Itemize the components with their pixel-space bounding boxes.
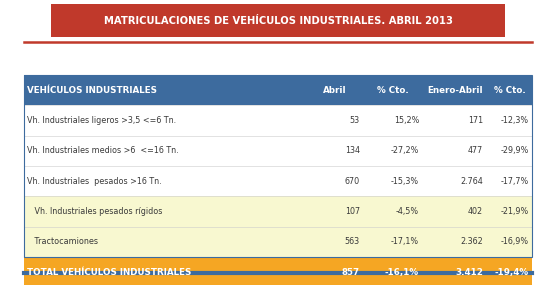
Text: 134: 134 <box>345 146 360 155</box>
FancyBboxPatch shape <box>23 105 533 136</box>
FancyBboxPatch shape <box>23 227 533 257</box>
Text: -15,3%: -15,3% <box>391 176 419 186</box>
FancyBboxPatch shape <box>23 257 533 286</box>
Text: 107: 107 <box>345 207 360 216</box>
Text: 477: 477 <box>468 146 483 155</box>
Text: 563: 563 <box>345 237 360 246</box>
Text: 402: 402 <box>468 207 483 216</box>
Text: 53: 53 <box>350 116 360 125</box>
Text: -16,1%: -16,1% <box>385 267 419 277</box>
Text: MATRICULACIONES DE VEHÍCULOS INDUSTRIALES. ABRIL 2013: MATRICULACIONES DE VEHÍCULOS INDUSTRIALE… <box>103 15 453 25</box>
Text: 171: 171 <box>468 116 483 125</box>
Text: 2.362: 2.362 <box>460 237 483 246</box>
Text: VEHÍCULOS INDUSTRIALES: VEHÍCULOS INDUSTRIALES <box>27 86 157 95</box>
FancyBboxPatch shape <box>23 166 533 196</box>
Text: -19,4%: -19,4% <box>494 267 529 277</box>
Text: % Cto.: % Cto. <box>378 86 409 95</box>
Text: % Cto.: % Cto. <box>494 86 525 95</box>
Text: Tractocamiones: Tractocamiones <box>27 237 98 246</box>
Text: Vh. Industriales pesados rígidos: Vh. Industriales pesados rígidos <box>27 207 163 216</box>
Text: 670: 670 <box>345 176 360 186</box>
Text: -4,5%: -4,5% <box>396 207 419 216</box>
Text: -17,1%: -17,1% <box>391 237 419 246</box>
Text: Vh. Industriales  pesados >16 Tn.: Vh. Industriales pesados >16 Tn. <box>27 176 162 186</box>
Text: -27,2%: -27,2% <box>391 146 419 155</box>
Text: 2.764: 2.764 <box>460 176 483 186</box>
FancyBboxPatch shape <box>51 4 505 37</box>
FancyBboxPatch shape <box>23 136 533 166</box>
Text: Abril: Abril <box>323 86 346 95</box>
Text: 3.412: 3.412 <box>455 267 483 277</box>
FancyBboxPatch shape <box>23 196 533 227</box>
Text: -17,7%: -17,7% <box>500 176 529 186</box>
Text: 857: 857 <box>342 267 360 277</box>
Text: Enero-Abril: Enero-Abril <box>427 86 483 95</box>
Text: Vh. Industriales medios >6  <=16 Tn.: Vh. Industriales medios >6 <=16 Tn. <box>27 146 179 155</box>
Text: TOTAL VEHÍCULOS INDUSTRIALES: TOTAL VEHÍCULOS INDUSTRIALES <box>27 267 192 277</box>
Text: 15,2%: 15,2% <box>394 116 419 125</box>
Text: -29,9%: -29,9% <box>500 146 529 155</box>
FancyBboxPatch shape <box>23 75 533 105</box>
Text: -12,3%: -12,3% <box>500 116 529 125</box>
Text: -21,9%: -21,9% <box>500 207 529 216</box>
Text: Vh. Industriales ligeros >3,5 <=6 Tn.: Vh. Industriales ligeros >3,5 <=6 Tn. <box>27 116 176 125</box>
Text: -16,9%: -16,9% <box>500 237 529 246</box>
